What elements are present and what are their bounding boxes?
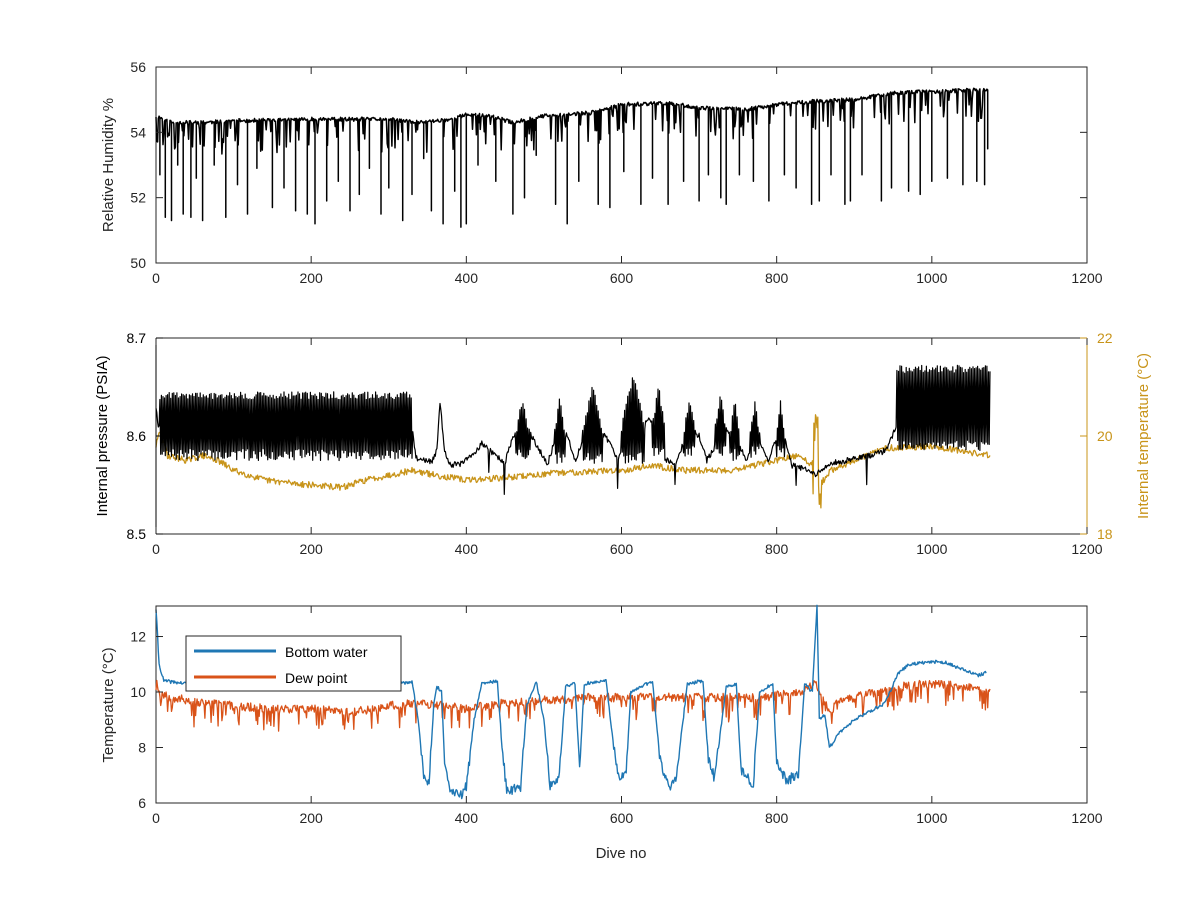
y-tick-label-0-0: 50 [130,255,146,271]
y-tick-label-2-3: 12 [130,629,146,645]
y-tick-label-2-1: 8 [138,740,146,756]
x-tick-label-2-6: 1200 [1071,810,1102,826]
x-tick-label-0-5: 1000 [916,270,947,286]
pressure-series [155,364,991,509]
temperature-y-ticks: 6 8 10 12 [130,629,1087,811]
temperature-panel: 0 200 400 600 800 1000 1200 6 8 10 12 Temperature… [100,604,1103,862]
x-tick-label-0-6: 1200 [1071,270,1102,286]
x-tick-label-0-2: 400 [455,270,479,286]
y-tick-label-2-0: 6 [138,795,146,811]
y-tick-label-2-2: 10 [130,684,146,700]
x-axis-label: Dive no [596,845,647,862]
pressure-ylabel: Internal pressure (PSIA) [94,356,111,517]
y-tick-label-0-1: 52 [130,190,146,206]
x-tick-label-2-2: 400 [455,810,479,826]
y-tick-label-1-2: 8.7 [127,330,147,346]
humidity-x-ticks: 0 200 400 600 800 1000 1200 [152,67,1103,286]
x-tick-label-2-1: 200 [299,810,323,826]
x-tick-label-1-0: 0 [152,541,160,557]
y-tick-label-1-1: 8.6 [127,428,147,444]
x-tick-label-1-5: 1000 [916,541,947,557]
x-tick-label-2-5: 1000 [916,810,947,826]
x-tick-label-1-3: 600 [610,541,634,557]
dew-point-line [155,679,991,732]
x-tick-label-1-6: 1200 [1071,541,1102,557]
legend-label-dew-point: Dew point [285,670,347,686]
x-tick-label-2-4: 800 [765,810,789,826]
y-tick-label-0-3: 56 [130,59,146,75]
temperature-right-ticks: 18 20 22 [1080,330,1113,542]
legend: Bottom water Dew point [185,635,402,692]
temperature-ylabel: Temperature (°C) [100,647,117,762]
humidity-line [155,87,989,228]
y2-tick-label-0: 18 [1097,526,1113,542]
y-tick-label-0-2: 54 [130,124,146,140]
y2-tick-label-1: 20 [1097,428,1113,444]
humidity-ylabel: Relative Humidity % [100,98,117,232]
internal-pressure-line [155,364,991,495]
y2-tick-label-2: 22 [1097,330,1113,346]
temperature-right-ylabel: Internal temperature (°C) [1135,353,1152,519]
x-tick-label-2-3: 600 [610,810,634,826]
humidity-panel: 0 200 400 600 800 1000 1200 50 52 54 56 Relative … [100,59,1103,286]
y-tick-label-1-0: 8.5 [127,526,147,542]
humidity-y-ticks: 50 52 54 56 [130,59,1087,271]
x-tick-label-1-1: 200 [299,541,323,557]
temperature-x-ticks: 0 200 400 600 800 1000 1200 [152,606,1103,826]
x-tick-label-0-3: 600 [610,270,634,286]
x-tick-label-1-4: 800 [765,541,789,557]
x-tick-label-1-2: 400 [455,541,479,557]
pressure-x-ticks: 0 200 400 600 800 1000 1200 [152,338,1103,557]
x-tick-label-2-0: 0 [152,810,160,826]
x-tick-label-0-4: 800 [765,270,789,286]
humidity-series [155,87,989,228]
x-tick-label-0-1: 200 [299,270,323,286]
pressure-y-ticks: 8.5 8.6 8.7 [127,330,163,542]
legend-box [185,635,402,692]
x-tick-label-0-0: 0 [152,270,160,286]
legend-label-bottom-water: Bottom water [285,644,368,660]
pressure-panel: 0 200 400 600 800 1000 1200 8.5 8.6 8.7 18 20 22 I… [94,330,1152,557]
